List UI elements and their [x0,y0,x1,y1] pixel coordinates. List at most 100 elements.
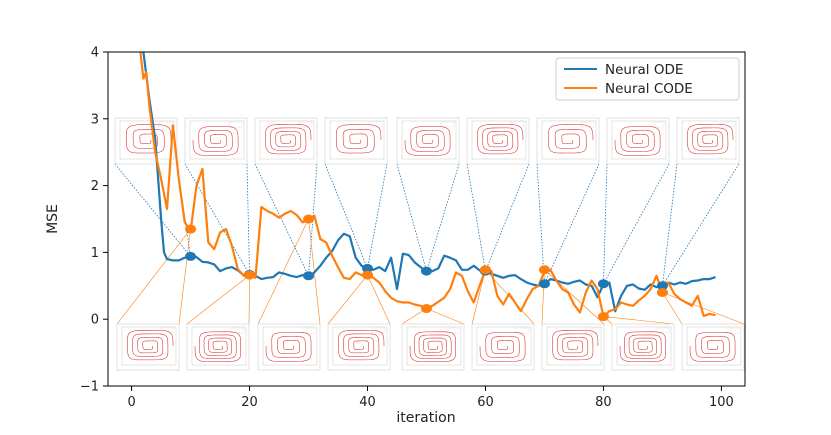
phase-portrait-inset [396,117,460,165]
inset-axes [401,120,457,160]
leader-line-ode [324,163,368,269]
inset-axes [681,120,737,160]
inset-axes [259,120,315,160]
phase-trajectory-bottom-70 [552,330,599,361]
inset-legend [301,327,316,334]
snapshot-marker-neural-code [244,270,256,280]
snapshot-marker-neural-ode [421,266,432,276]
phase-portrait-inset [681,323,745,371]
snapshot-marker-neural-ode [303,271,315,281]
leader-line-code [257,218,309,325]
phase-trajectory-bottom-90 [689,332,736,362]
phase-trajectory-bottom-30 [265,332,312,362]
snapshot-marker-neural-code [538,265,550,275]
snapshot-marker-neural-ode [656,281,668,291]
phase-portrait-inset [401,323,465,371]
phase-portrait-inset [541,323,605,371]
snapshot-marker-neural-code [362,270,374,280]
phase-portrait-inset [466,117,530,165]
inset-legend [440,121,455,128]
leader-line-ode [536,163,545,284]
leader-line-code [603,316,675,325]
phase-trajectory-top-70 [548,124,594,154]
inset-legend [230,327,245,334]
legend-box [555,57,740,101]
inset-axes [611,120,667,160]
x-tick-label: 0 [127,395,135,410]
snapshot-marker-neural-ode [362,263,374,273]
inset-axes [262,326,318,366]
inset-legend [655,327,670,334]
phase-trajectory-bottom-80 [619,331,667,363]
phase-trajectory-bottom-20 [194,331,242,363]
leader-line-code [426,308,465,325]
leader-line-ode [603,163,608,284]
leader-line-ode [396,163,427,272]
phase-portrait-inset [536,117,600,165]
y-axis-title: MSE [45,204,61,234]
y-tick-label: 1 [91,246,99,261]
snapshot-marker-neural-code [421,304,432,314]
phase-trajectory-bottom-10 [127,330,174,361]
inset-frame [606,117,670,165]
y-tick-label: 3 [91,112,99,127]
inset-legend [580,121,595,128]
y-tick-label: 0 [91,313,99,328]
leader-line-code [662,292,683,325]
inset-axes [616,326,672,366]
phase-portrait-inset [184,117,248,165]
x-tick-label: 60 [477,395,494,410]
inset-legend [368,121,383,128]
inset-legend [515,327,530,334]
phase-portrait-inset [116,323,180,371]
inset-axes [476,326,532,366]
leader-line-code [544,269,605,325]
snapshot-marker-neural-code [479,265,491,275]
phase-portrait-inset [471,323,535,371]
inset-legend [158,121,173,128]
phase-trajectory-top-60 [477,124,524,155]
x-tick-label: 80 [595,395,612,410]
leader-line-ode [485,163,530,272]
leader-line-code [178,228,191,325]
leader-line-code [367,274,391,325]
inset-axes [189,120,245,160]
snapshot-marker-neural-code [185,224,197,234]
inset-frame [257,323,321,371]
phase-portrait-insets [114,117,745,371]
phase-portrait-inset [186,323,250,371]
snapshot-marker-neural-code [597,312,609,322]
inset-axes [329,120,385,160]
phase-portrait-inset [254,117,318,165]
phase-portrait-inset [114,117,178,165]
x-axis-title: iteration [396,410,455,426]
phase-portrait-inset [327,323,391,371]
snapshot-marker-neural-ode [538,279,550,289]
phase-trajectory-bottom-60 [479,332,526,362]
phase-portrait-inset [611,323,675,371]
inset-axes [471,120,527,160]
legend-label-neural-code: Neural CODE [605,81,693,97]
leader-line-ode [603,163,670,284]
phase-trajectory-top-50 [404,126,451,156]
phase-trajectory-top-10 [126,124,172,154]
inset-legend [445,327,460,334]
snapshot-marker-neural-ode [185,251,197,261]
phase-trajectory-top-80 [614,126,661,156]
inset-axes [686,326,742,366]
inset-legend [650,121,665,128]
legend-label-neural-ode: Neural ODE [605,62,683,78]
inset-legend [228,121,243,128]
snapshot-marker-neural-ode [597,279,609,289]
x-tick-label: 100 [709,395,734,410]
snapshot-marker-neural-code [303,214,315,224]
y-tick-label: 2 [91,179,99,194]
inset-legend [725,327,740,334]
inset-axes [191,326,247,366]
inset-axes [546,326,602,366]
y-tick-label: −1 [80,380,99,395]
snapshot-markers [185,214,668,322]
phase-portrait-inset [676,117,740,165]
phase-trajectory-top-30 [265,124,312,155]
leader-line-code [327,274,368,325]
